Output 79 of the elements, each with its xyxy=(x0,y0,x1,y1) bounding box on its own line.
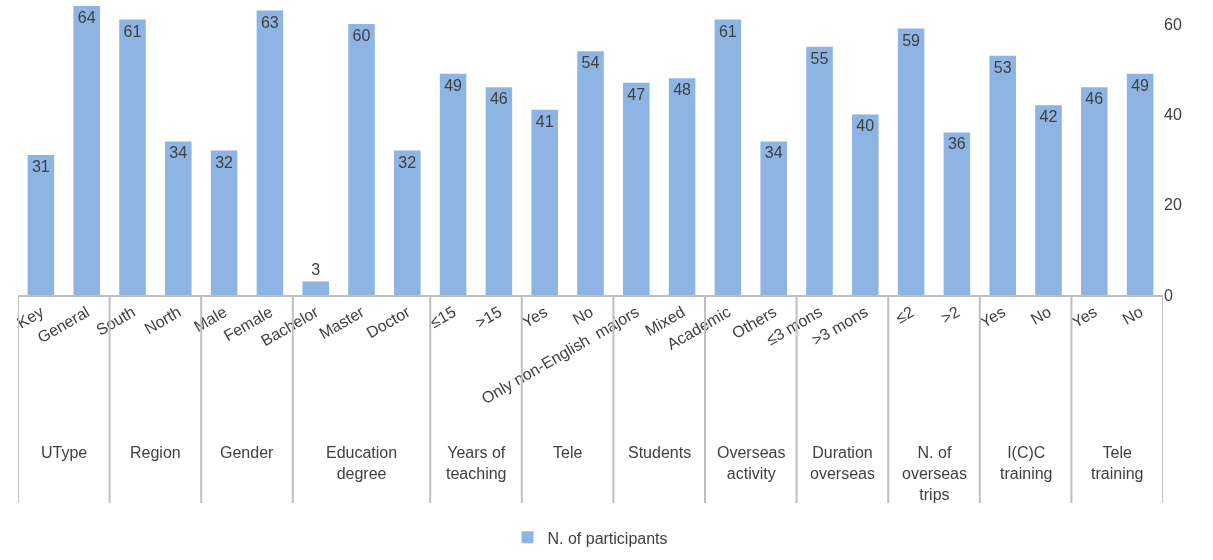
data-label: 60 xyxy=(352,27,371,45)
data-label: 41 xyxy=(535,112,554,130)
bar xyxy=(668,78,696,295)
y-tick-label: 60 xyxy=(1164,15,1182,33)
bar xyxy=(302,281,329,295)
data-label: 32 xyxy=(398,153,417,171)
text: N. of overseas trips xyxy=(902,444,967,503)
bar xyxy=(1081,87,1108,295)
data-label: 49 xyxy=(444,76,463,94)
text: Education degree xyxy=(326,444,398,482)
bar xyxy=(897,28,925,295)
x-tick-label: ≤15 xyxy=(427,302,459,332)
bar xyxy=(577,51,604,295)
x-tick-label: No xyxy=(569,302,597,328)
bar xyxy=(806,46,833,295)
x-tick-label: Yes xyxy=(519,303,551,331)
text: Years of teaching xyxy=(446,444,507,482)
bar xyxy=(210,150,238,295)
bar xyxy=(256,10,284,295)
x-tick-label: ≤2 xyxy=(892,302,917,327)
data-label: 49 xyxy=(1131,76,1150,94)
bar xyxy=(943,132,971,295)
text: UType xyxy=(41,444,88,461)
y-tick-label: 20 xyxy=(1164,196,1182,214)
data-label: 32 xyxy=(215,153,234,171)
x-tick-label: Yes xyxy=(1068,303,1100,331)
bar xyxy=(623,82,650,295)
y-tick-label: 40 xyxy=(1164,105,1182,123)
bar xyxy=(27,155,55,295)
bar xyxy=(531,109,558,295)
bar xyxy=(73,6,100,295)
x-tick-label: No xyxy=(1027,302,1055,328)
data-label: 47 xyxy=(627,85,646,103)
data-label: 34 xyxy=(169,144,188,162)
bar xyxy=(1126,73,1154,295)
data-label: 63 xyxy=(260,13,279,31)
bar xyxy=(852,114,879,295)
x-tick-label: South xyxy=(93,303,138,339)
data-label: 46 xyxy=(489,90,508,108)
data-label: 59 xyxy=(902,31,921,49)
data-label: 3 xyxy=(311,261,321,279)
bar xyxy=(760,141,787,295)
x-tick-label: No xyxy=(1119,302,1146,328)
x-tick-label: Yes xyxy=(977,303,1009,331)
bar xyxy=(165,141,192,295)
bar xyxy=(439,73,467,295)
data-label: 61 xyxy=(718,22,737,40)
bar xyxy=(485,87,513,295)
x-tick-label: North xyxy=(141,303,184,338)
data-label: 36 xyxy=(947,135,966,153)
data-label: 34 xyxy=(764,144,783,162)
text: Tele xyxy=(553,444,583,461)
data-label: 42 xyxy=(1039,108,1058,126)
y-tick-label: 0 xyxy=(1164,286,1173,304)
text: Tele training xyxy=(1091,444,1144,482)
text: Gender xyxy=(220,444,275,461)
data-label: 40 xyxy=(856,117,875,135)
data-label: 61 xyxy=(123,22,142,40)
text: Duration overseas xyxy=(810,444,875,482)
legend-label: N. of participants xyxy=(547,529,668,547)
bar xyxy=(119,19,146,295)
data-label: 55 xyxy=(810,49,829,67)
data-label: 48 xyxy=(673,81,692,99)
data-label: 46 xyxy=(1085,90,1104,108)
text: I(C)C training xyxy=(1000,444,1053,482)
bar xyxy=(989,55,1016,295)
text: Students xyxy=(628,444,692,461)
text: Overseas activity xyxy=(717,444,786,482)
x-tick-label: >15 xyxy=(472,302,505,332)
text: Region xyxy=(130,444,181,461)
data-label: 53 xyxy=(993,58,1012,76)
bar xyxy=(348,24,375,295)
data-label: 54 xyxy=(581,54,600,72)
x-tick-label: >2 xyxy=(938,302,963,327)
data-label: 31 xyxy=(31,158,50,176)
bar xyxy=(394,150,421,295)
bar xyxy=(1035,105,1062,295)
data-label: 64 xyxy=(77,9,96,26)
bar xyxy=(714,19,742,295)
